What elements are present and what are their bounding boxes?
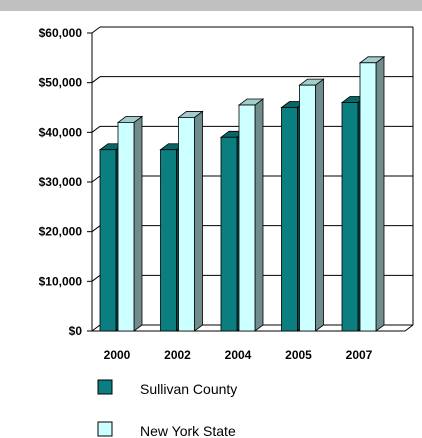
y-tick-label: $60,000 (39, 26, 83, 40)
bar (177, 110, 204, 332)
bars (98, 55, 386, 332)
y-tick-label: $10,000 (39, 274, 83, 288)
bar-front (299, 84, 316, 332)
bar-front (359, 62, 377, 332)
legend-swatch (97, 379, 113, 395)
bar (237, 98, 265, 332)
x-axis-depth (404, 324, 414, 332)
top-header-band (0, 0, 422, 11)
y-tick-label: $20,000 (39, 225, 83, 239)
bar-front (178, 117, 195, 332)
gridline-wall (91, 76, 101, 84)
y-tick-label: $50,000 (39, 76, 83, 90)
bar-side (133, 115, 143, 332)
y-tick-label: $40,000 (39, 125, 83, 139)
gridline-wall (91, 26, 101, 34)
bar (298, 78, 325, 332)
gridline-wall (91, 225, 101, 233)
bar (358, 55, 386, 332)
x-tick-label: 2004 (225, 348, 252, 362)
bar-side (194, 110, 203, 332)
x-tick-label: 2000 (104, 348, 131, 362)
bar-front (117, 122, 135, 332)
bar-front (341, 102, 359, 332)
gridline-wall (91, 125, 101, 133)
x-tick-label: 2002 (164, 348, 191, 362)
legend-swatch (97, 421, 113, 437)
y-tick-labels: $0 $10,000 $20,000 $30,000 $40,000 $50,000 $60… (39, 26, 83, 338)
y-tick-label: $30,000 (39, 175, 83, 189)
legend-label: New York State (140, 423, 236, 438)
bar-front (160, 149, 177, 332)
y-tick-label: $0 (69, 324, 83, 338)
bar-front (220, 136, 238, 332)
legend-item: New York State (97, 421, 236, 438)
bar-side (375, 55, 385, 332)
bar-side (315, 78, 324, 332)
gridline-wall (91, 175, 101, 183)
x-tick-labels: 2000 2002 2004 2005 2007 (104, 348, 373, 362)
x-tick-label: 2005 (285, 348, 312, 362)
legend: Sullivan County New York State (97, 379, 237, 438)
legend-label: Sullivan County (140, 381, 237, 397)
bar-front (281, 107, 298, 332)
bar (116, 115, 144, 332)
bar-front (99, 149, 117, 332)
gridline-wall (91, 324, 101, 332)
x-tick-label: 2007 (346, 348, 373, 362)
legend-item: Sullivan County (97, 379, 237, 397)
bar-side (254, 98, 264, 332)
bar-front (238, 104, 256, 332)
gridline-wall (91, 274, 101, 282)
